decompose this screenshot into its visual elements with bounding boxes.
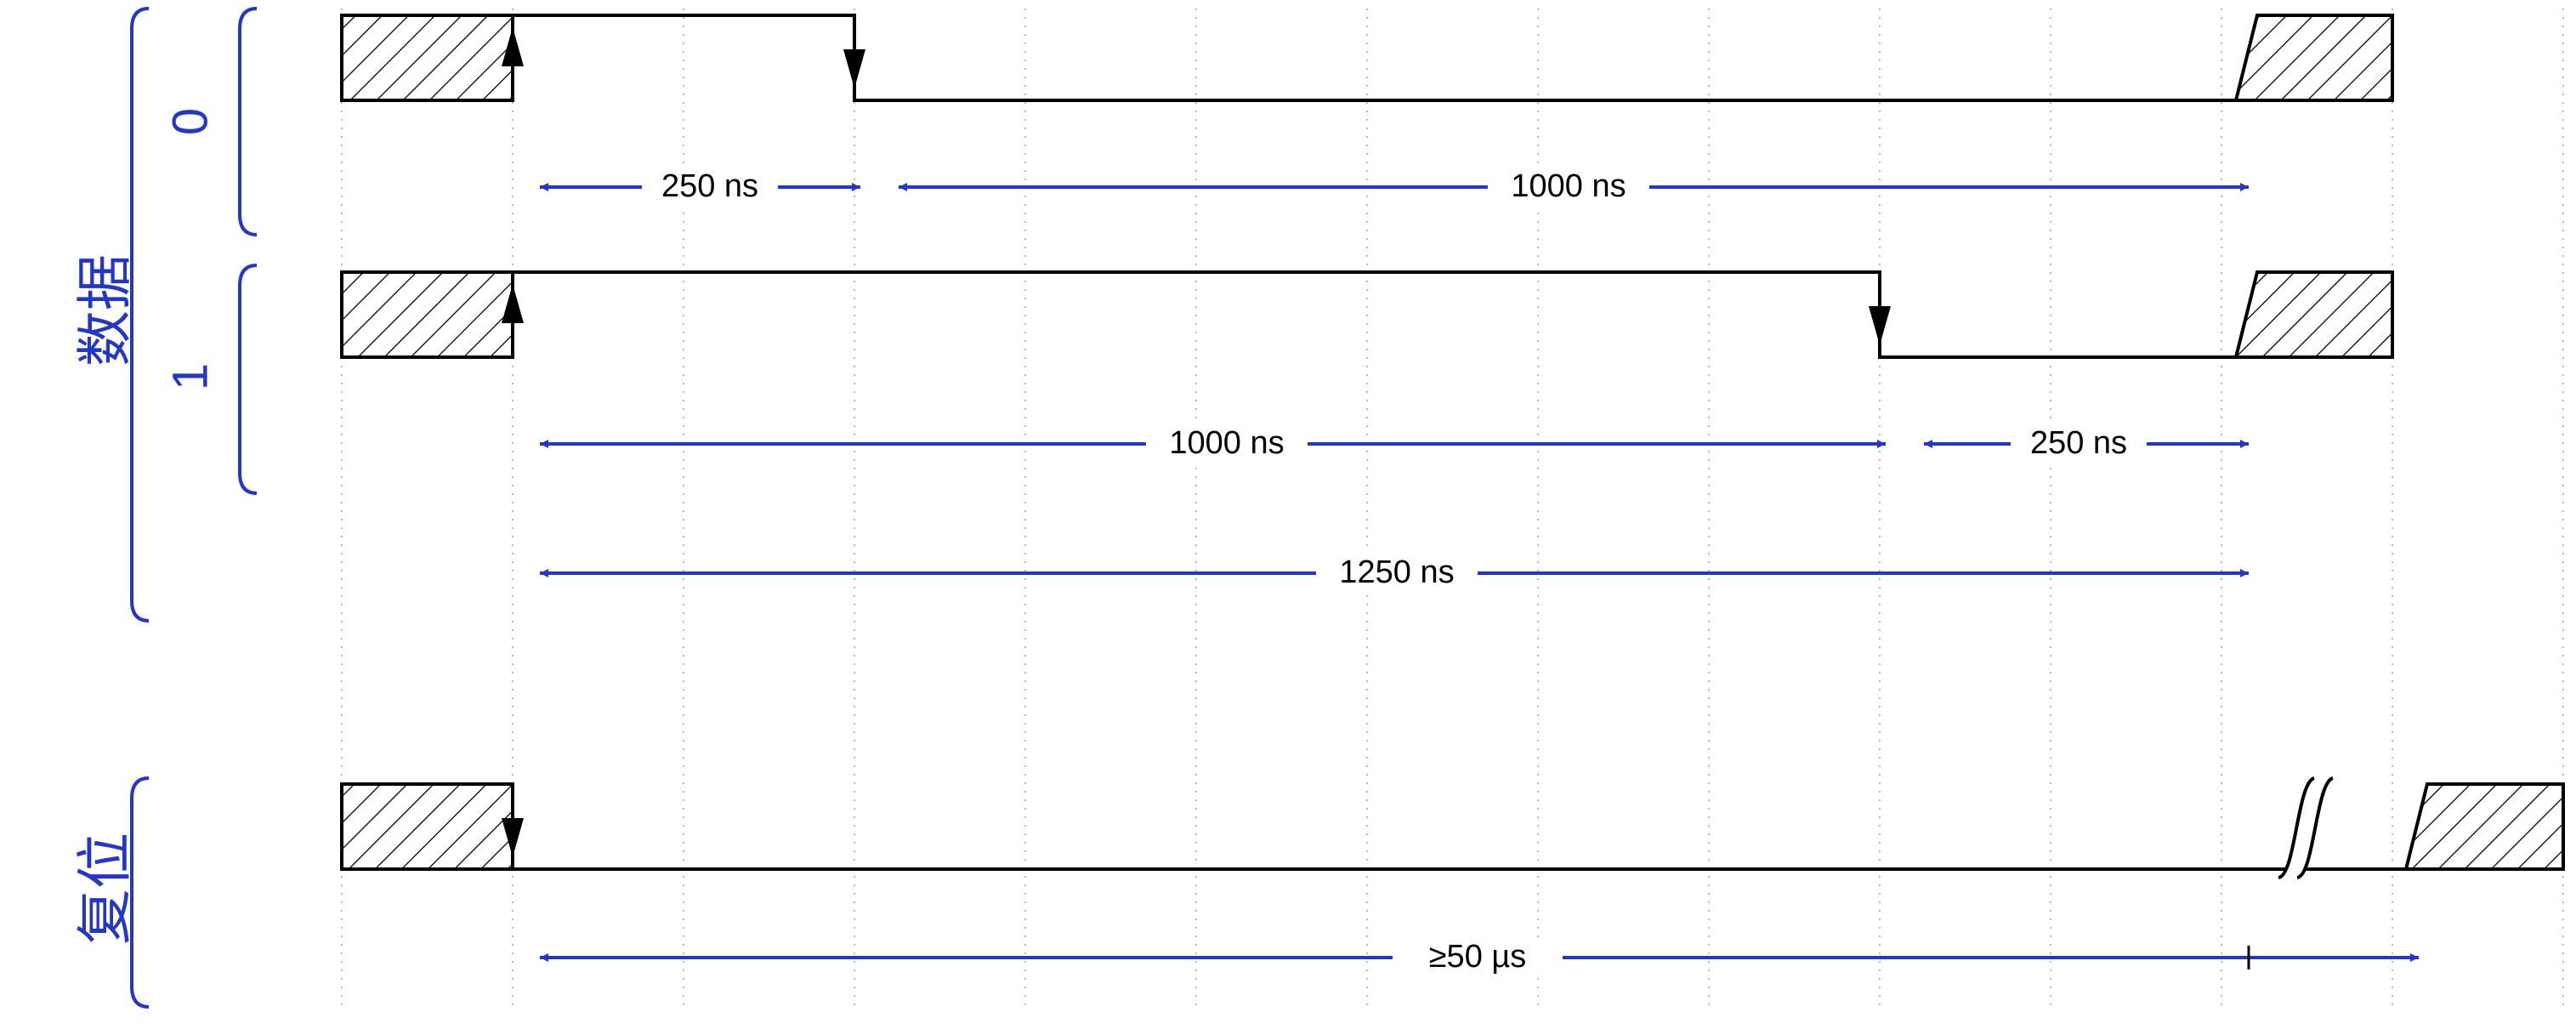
bit1-undefined-end (2233, 270, 2394, 359)
bit0-high-time-label: 250 ns (661, 168, 758, 204)
bit0-low-time-label: 1000 ns (1511, 168, 1626, 204)
dimension-label-backgrounds (642, 167, 2147, 978)
bit1-rising-edge-arrow (502, 284, 524, 323)
bit1-signal-line (511, 270, 2236, 359)
bit1-high-time-label: 1000 ns (1169, 425, 1284, 461)
bit0-falling-edge-arrow (843, 49, 865, 88)
reset-break-mark (2278, 776, 2335, 879)
reset-undefined-end (2403, 782, 2565, 871)
data-group-brace (130, 7, 150, 623)
bit0-waveform (340, 14, 2394, 102)
reset-group-label: 复位 (72, 833, 138, 945)
reset-waveform (340, 776, 2565, 879)
bit0-undefined-start (340, 14, 514, 102)
bit0-row-brace (238, 7, 258, 236)
reset-signal-line (511, 784, 2563, 871)
bit1-waveform (340, 270, 2394, 359)
reset-time-label: ≥50 µs (1429, 939, 1527, 975)
bit1-row-label: 1 (162, 363, 218, 390)
bit-period-label: 1250 ns (1339, 554, 1454, 590)
bit1-falling-edge-arrow (1869, 306, 1891, 345)
grid-lines (341, 9, 2564, 1012)
bit0-signal-line (511, 14, 2236, 102)
bit1-low-time-label: 250 ns (2030, 425, 2127, 461)
bit1-undefined-start (340, 270, 514, 359)
data-group-label: 数据 (72, 254, 138, 367)
reset-falling-edge-arrow (502, 818, 524, 857)
bit0-rising-edge-arrow (502, 27, 524, 66)
reset-undefined-start (340, 782, 514, 871)
bit0-row-label: 0 (162, 108, 218, 135)
bit0-undefined-end (2233, 14, 2394, 102)
dimension-lines (540, 183, 2419, 969)
bit1-row-brace (238, 264, 258, 495)
reset-group-brace (130, 776, 150, 1009)
